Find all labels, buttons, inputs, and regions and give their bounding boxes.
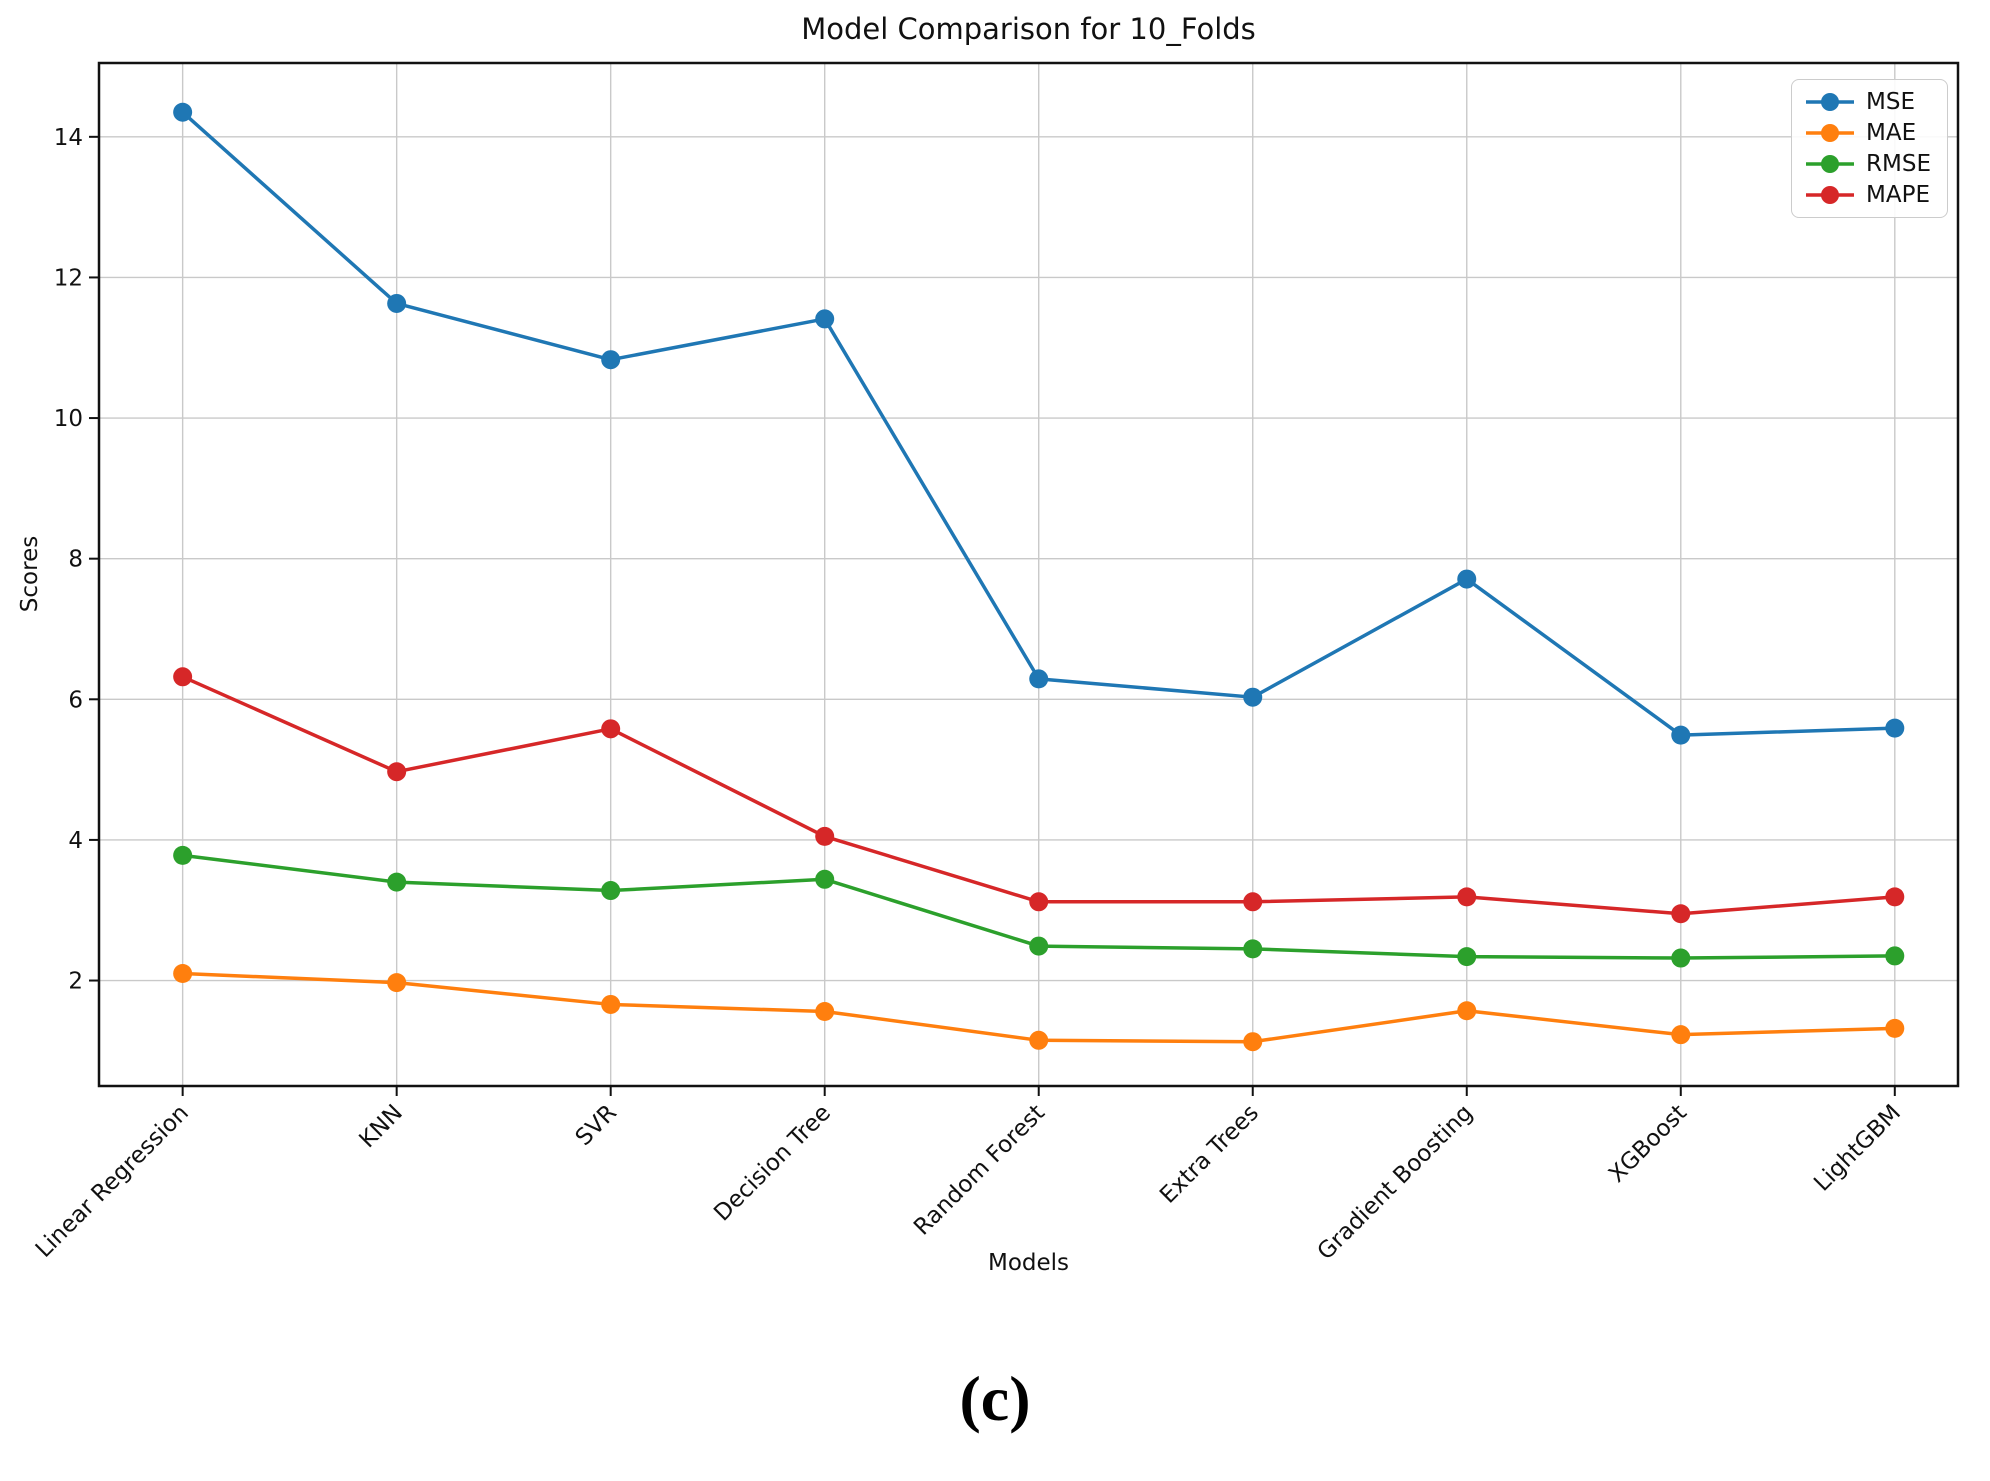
legend-label: MAPE [1866,181,1931,208]
legend-label: MSE [1866,88,1916,115]
data-point-MAPE [387,762,407,782]
plot-frame [97,61,1960,1088]
data-point-MAE [387,973,407,993]
data-point-RMSE [1029,936,1049,956]
legend: MSE MAE RMSE MAPE [1791,79,1948,218]
data-point-MAE [1671,1025,1691,1045]
chart-title: Model Comparison for 10_Folds [801,12,1256,46]
data-point-RMSE [601,881,621,901]
subfigure-caption: (c) [959,1363,1031,1434]
data-point-MAPE [601,719,621,739]
data-point-MAE [1243,1032,1263,1052]
legend-label: MAE [1866,119,1917,146]
data-point-MAPE [1243,892,1263,912]
data-point-MAPE [1457,887,1477,907]
data-point-MSE [601,350,621,370]
y-tick-label: 10 [54,406,83,432]
x-tick-label: Linear Regression [31,1100,194,1263]
data-point-RMSE [173,845,193,865]
line-chart: 2 4 6 8 10 12 14 Linear Regression KNN SVR Decisio… [31,61,1960,1265]
data-point-MSE [387,293,407,313]
data-point-MSE [1243,687,1263,707]
data-point-MAPE [815,826,835,846]
y-tick-label: 4 [68,828,83,854]
data-point-MSE [1029,669,1049,689]
y-tick-label: 8 [68,547,83,573]
data-point-MSE [173,102,193,122]
data-point-MAE [1457,1001,1477,1021]
x-tick-label: LightGBM [1809,1100,1906,1197]
legend-marker-RMSE [1806,155,1855,173]
data-point-RMSE [1457,947,1477,967]
y-tick-label: 6 [68,687,83,713]
y-axis-label: Scores [17,535,43,613]
legend-label: RMSE [1866,150,1931,177]
data-point-MAE [1029,1030,1049,1050]
legend-marker-MAPE [1806,186,1855,204]
legend-item-MSE: MSE [1804,90,1931,114]
data-point-MAE [815,1001,835,1021]
data-point-MSE [1885,718,1905,738]
x-axis-label: Models [987,1250,1070,1276]
data-point-RMSE [1243,939,1263,959]
data-point-MAPE [1029,892,1049,912]
legend-item-MAPE: MAPE [1804,183,1931,207]
data-point-MAE [173,964,193,984]
x-tick-label: XGBoost [1604,1100,1692,1188]
legend-marker-MSE [1806,93,1855,111]
legend-marker-MAE [1806,124,1855,142]
data-point-MSE [1457,569,1477,589]
x-tick-label: KNN [355,1100,408,1153]
data-point-RMSE [387,872,407,892]
x-tick-label: SVR [571,1100,622,1151]
y-tick-label: 2 [68,969,83,995]
data-point-MAPE [173,667,193,687]
data-point-MAPE [1671,904,1691,924]
x-tick-label: Gradient Boosting [1313,1100,1478,1265]
legend-item-MAE: MAE [1804,121,1931,145]
y-tick-label: 12 [54,265,83,291]
data-point-MSE [815,309,835,329]
data-point-MSE [1671,725,1691,745]
data-point-RMSE [1671,948,1691,968]
data-point-RMSE [815,869,835,889]
x-tick-label: Extra Trees [1155,1100,1264,1209]
data-point-MAE [601,994,621,1014]
x-tick-label: Decision Tree [709,1100,836,1227]
data-point-MAPE [1885,887,1905,907]
data-point-RMSE [1885,946,1905,966]
y-tick-label: 14 [54,125,83,151]
data-point-MAE [1885,1018,1905,1038]
legend-item-RMSE: RMSE [1804,152,1931,176]
x-tick-label: Random Forest [909,1100,1050,1241]
